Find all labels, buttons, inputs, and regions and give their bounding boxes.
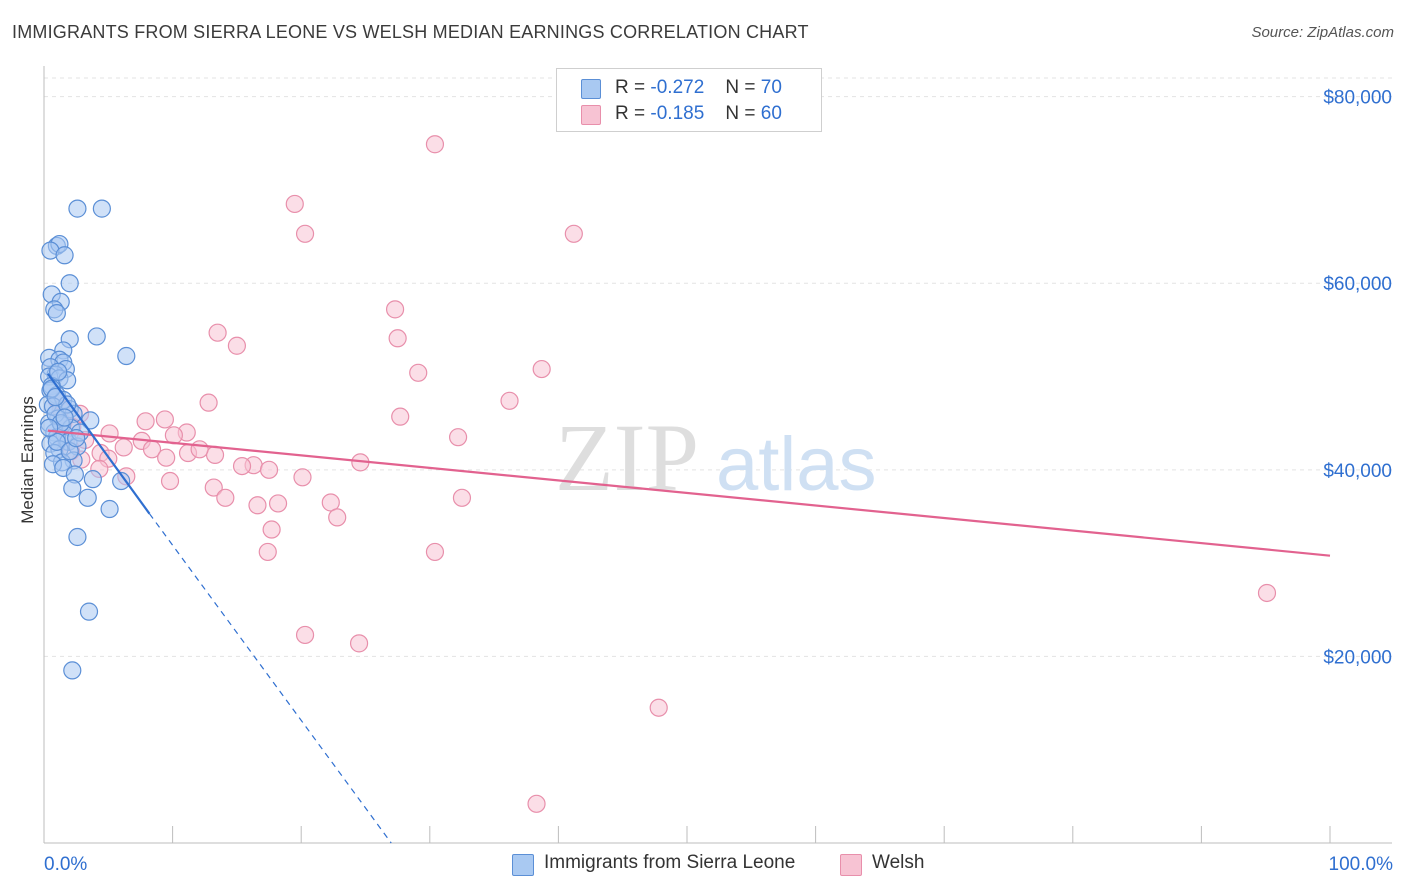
- sierra-leone-point: [78, 488, 97, 507]
- sierra-leone-point: [87, 327, 106, 346]
- welsh-point: [100, 424, 119, 443]
- welsh-point: [232, 456, 252, 476]
- sierra-leone-point: [68, 199, 87, 218]
- welsh-point: [155, 410, 174, 429]
- sierra-leone-point: [55, 408, 74, 427]
- y-axis-label: Median Earnings: [18, 396, 37, 524]
- welsh-point: [205, 445, 225, 465]
- welsh-point: [259, 460, 279, 479]
- welsh-point: [388, 329, 407, 348]
- welsh-point: [425, 542, 445, 562]
- y-tick-label: $20,000: [1323, 647, 1392, 668]
- watermark-atlas: atlas: [716, 422, 877, 507]
- sierra-leone-point: [112, 471, 131, 491]
- sierra-leone-trend-extension: [148, 513, 392, 844]
- axes: [43, 66, 1392, 844]
- bottom-legend-swatch-blue: [512, 854, 534, 876]
- sierra-leone-trend-line: [46, 373, 151, 515]
- welsh-point: [216, 488, 235, 507]
- legend-r-value: -0.272: [650, 77, 705, 98]
- welsh-point: [295, 625, 315, 645]
- watermark: ZIP atlas: [555, 404, 877, 511]
- sierra-leone-point: [49, 362, 68, 381]
- sierra-leone-point: [47, 432, 66, 451]
- watermark-zip: ZIP: [555, 404, 699, 511]
- bottom-legend-swatch-pink: [840, 854, 862, 876]
- welsh-point: [500, 391, 519, 410]
- welsh-point: [564, 224, 583, 243]
- welsh-trend-line: [47, 429, 1331, 557]
- sierra-leone-point: [79, 602, 99, 621]
- legend-n-value: 70: [760, 77, 782, 98]
- welsh-point: [649, 698, 668, 717]
- welsh-point: [328, 508, 347, 527]
- welsh-point: [199, 393, 218, 412]
- legend-swatch-pink: [581, 105, 601, 125]
- welsh-point: [204, 478, 223, 497]
- welsh-point: [349, 634, 369, 653]
- welsh-point: [160, 471, 180, 491]
- trend-lines: [46, 373, 1331, 844]
- welsh-point: [295, 224, 315, 243]
- welsh-point: [258, 542, 277, 562]
- grid-lines: [44, 77, 1392, 657]
- sierra-leone-point: [100, 499, 119, 519]
- welsh-point: [409, 363, 428, 382]
- welsh-point: [532, 359, 551, 379]
- welsh-point: [157, 448, 176, 467]
- sierra-leone-point: [68, 527, 87, 547]
- tick-labels: $20,000 $40,000 $60,000 $80,000 0.0% 100.0%: [44, 88, 1393, 875]
- sierra-leone-point: [117, 346, 136, 366]
- welsh-point: [268, 494, 288, 513]
- welsh-point: [527, 794, 546, 813]
- y-tick-label: $40,000: [1323, 461, 1392, 482]
- welsh-point: [136, 412, 155, 431]
- welsh-point: [448, 428, 468, 447]
- x-tick-label: 0.0%: [44, 854, 87, 875]
- welsh-point: [1257, 583, 1277, 603]
- welsh-point: [114, 438, 133, 457]
- welsh-point: [385, 300, 405, 319]
- welsh-point: [262, 520, 281, 539]
- correlation-legend: R = -0.272 N = 70 R = -0.185 N = 60: [556, 68, 822, 132]
- welsh-point: [293, 468, 312, 487]
- welsh-point: [425, 135, 445, 154]
- welsh-point: [391, 407, 410, 426]
- sierra-leone-point: [47, 303, 66, 323]
- y-tick-label: $80,000: [1323, 88, 1392, 109]
- sierra-leone-point: [83, 470, 102, 489]
- chart-source: Source: ZipAtlas.com: [1251, 24, 1394, 41]
- welsh-point: [190, 440, 209, 459]
- welsh-point: [452, 488, 472, 507]
- welsh-point: [248, 496, 267, 515]
- welsh-point: [285, 194, 304, 214]
- sierra-leone-point: [60, 274, 79, 293]
- legend-r-value: -0.185: [650, 103, 705, 124]
- sierra-leone-point: [92, 199, 111, 218]
- sierra-leone-point: [55, 246, 74, 265]
- sierra-leone-point: [63, 661, 82, 680]
- sierra-leone-point: [63, 479, 82, 498]
- welsh-point: [227, 336, 246, 355]
- y-tick-label: $60,000: [1323, 274, 1392, 295]
- chart-title: IMMIGRANTS FROM SIERRA LEONE VS WELSH ME…: [12, 22, 809, 42]
- welsh-point: [208, 323, 227, 342]
- sierra-leone-point: [40, 418, 59, 437]
- legend-swatch-blue: [581, 79, 601, 99]
- x-tick-label: 100.0%: [1329, 854, 1394, 875]
- legend-n-value: 60: [760, 103, 782, 124]
